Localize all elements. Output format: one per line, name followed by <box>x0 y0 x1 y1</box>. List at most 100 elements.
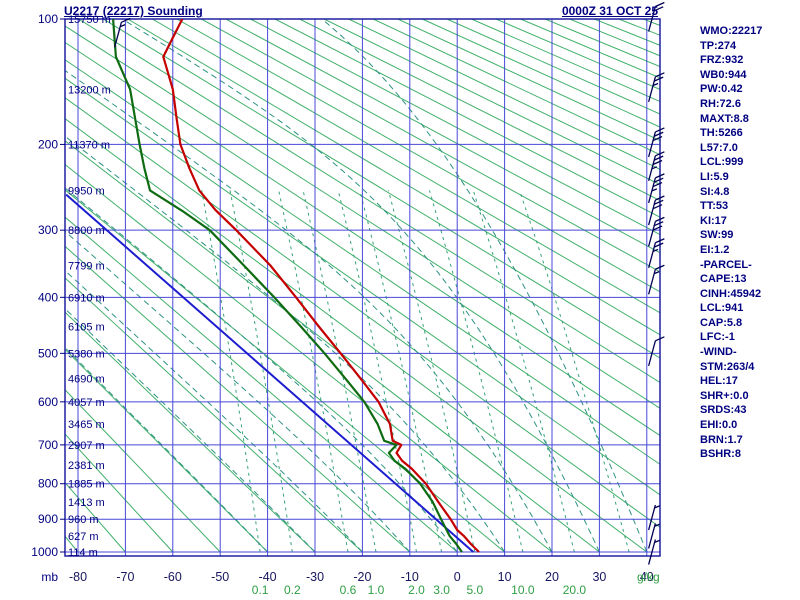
wind-barb <box>648 216 665 247</box>
sounding-index: CAP:5.8 <box>700 316 743 329</box>
dry-adiabat-line <box>446 19 660 115</box>
temperature-tick-label: -10 <box>401 570 419 584</box>
grid-layer <box>64 18 661 557</box>
mixing-ratio-label: 2.0 <box>408 583 425 597</box>
mixing-ratio-label: 1.0 <box>368 583 385 597</box>
dry-adiabat-line <box>65 140 600 553</box>
wind-barb <box>648 539 660 565</box>
dry-adiabat-line <box>65 25 660 409</box>
mixing-ratio-label: 20.0 <box>563 583 587 597</box>
temperature-tick-label: -30 <box>306 570 324 584</box>
mixing-ratio-line <box>337 190 417 553</box>
dry-adiabat-line <box>176 19 660 293</box>
dry-adiabat-line <box>569 19 660 57</box>
sounding-index: MAXT:8.8 <box>700 112 749 125</box>
moist-adiabat-line <box>321 19 648 553</box>
height-label: 11370 m <box>68 139 110 151</box>
wind-barb <box>648 127 665 158</box>
sounding-index: WMO:22217 <box>700 25 763 37</box>
temperature-tick-label: -60 <box>164 570 182 584</box>
wind-barb <box>648 195 665 226</box>
sounding-index: BSHR:8 <box>700 448 741 461</box>
mixing-ratio-label: 0.1 <box>252 583 269 597</box>
isoline-layer <box>65 19 660 553</box>
sounding-index: KI:17 <box>700 214 727 227</box>
dry-adiabat-line <box>299 19 660 202</box>
mixing-ratio-unit-label: g/kg <box>637 570 660 584</box>
parcel-trace <box>65 193 474 553</box>
sounding-index: LI:5.9 <box>700 170 729 183</box>
pressure-tick-label: 900 <box>38 512 58 526</box>
dry-adiabat-line <box>65 117 648 553</box>
dry-adiabat-line <box>348 19 660 170</box>
moist-adiabat-line <box>65 230 411 553</box>
height-label: 6105 m <box>68 321 105 333</box>
temperature-tick-label: 10 <box>498 570 512 584</box>
dry-adiabat-line <box>65 277 363 553</box>
dry-adiabat-line <box>373 19 660 156</box>
dry-adiabat-line <box>65 245 411 553</box>
sounding-index: LCL:941 <box>700 302 744 315</box>
height-label: 2907 m <box>68 440 105 452</box>
sounding-index: STM:263/4 <box>700 360 755 373</box>
mixing-ratio-label: 10.0 <box>511 583 535 597</box>
wind-barb <box>648 1 665 32</box>
height-label: 960 m <box>68 514 99 526</box>
dry-adiabat-line <box>422 19 660 128</box>
sounding-index: LFC:-1 <box>700 331 735 344</box>
pressure-tick-label: 600 <box>38 395 58 409</box>
sounding-index: BRN:1.7 <box>700 433 743 446</box>
dry-adiabat-line <box>65 433 174 553</box>
mixing-ratio-line <box>359 190 443 553</box>
sounding-index: CINH:45942 <box>700 287 762 300</box>
dry-adiabat-line <box>152 19 660 314</box>
mixing-ratio-line <box>387 190 476 553</box>
height-label: 13200 m <box>68 84 111 96</box>
dry-adiabat-line <box>65 311 316 553</box>
dry-adiabat-line <box>65 481 126 553</box>
sounding-index: PW:0.42 <box>700 83 743 96</box>
mixing-ratio-label: 0.2 <box>284 583 301 597</box>
mixing-ratio-line <box>201 190 261 553</box>
height-label: 2381 m <box>68 460 105 472</box>
sounding-index: SHR+:0.0 <box>700 389 749 402</box>
sounding-index: SI:4.8 <box>700 185 730 198</box>
sounding-index: FRZ:932 <box>700 54 744 67</box>
height-label: 4057 m <box>68 397 105 409</box>
indices-panel: WMO:22217 TP:274 FRZ:932 WB0:944 PW:0.42 RH:7… <box>700 24 762 462</box>
wind-barb <box>648 72 665 103</box>
height-label: 6910 m <box>68 292 105 304</box>
mixing-ratio-line <box>278 190 349 553</box>
pressure-tick-label: 200 <box>38 137 58 151</box>
moist-adiabat-line <box>65 307 316 553</box>
pressure-tick-label: 800 <box>38 477 58 491</box>
mixing-ratio-label: 5.0 <box>466 583 483 597</box>
dry-adiabat-line <box>225 19 660 254</box>
pressure-tick-label: 700 <box>38 438 58 452</box>
sounding-index: HEL:17 <box>700 375 738 388</box>
sounding-index: CAPE:13 <box>700 273 747 286</box>
sounding-index: SRDS:43 <box>700 404 747 417</box>
temperature-tick-label: -40 <box>259 570 277 584</box>
moist-adiabat-line <box>65 187 458 553</box>
sounding-datetime: 0000Z 31 OCT 25 <box>561 4 658 18</box>
sounding-index: TT:53 <box>700 200 729 213</box>
height-label: 15750 m <box>68 14 111 26</box>
temperature-tick-label: -70 <box>116 570 134 584</box>
dry-adiabat-line <box>65 163 553 553</box>
plot-border <box>64 18 661 557</box>
dry-adiabat-line <box>65 59 660 465</box>
dry-adiabat-line <box>102 19 660 359</box>
dry-adiabat-line <box>65 77 660 496</box>
sounding-index: -PARCEL- <box>700 258 752 271</box>
temperature-curve <box>162 19 480 553</box>
sounding-index: WB0:944 <box>700 68 747 81</box>
moist-adiabat-line <box>65 346 268 553</box>
dry-adiabat-line <box>65 97 660 528</box>
moist-adiabat-line <box>65 269 363 553</box>
dewpoint-curve <box>112 19 463 553</box>
sounding-title: U2217 (22217) Sounding <box>64 4 203 18</box>
height-label: 1413 m <box>68 497 105 509</box>
